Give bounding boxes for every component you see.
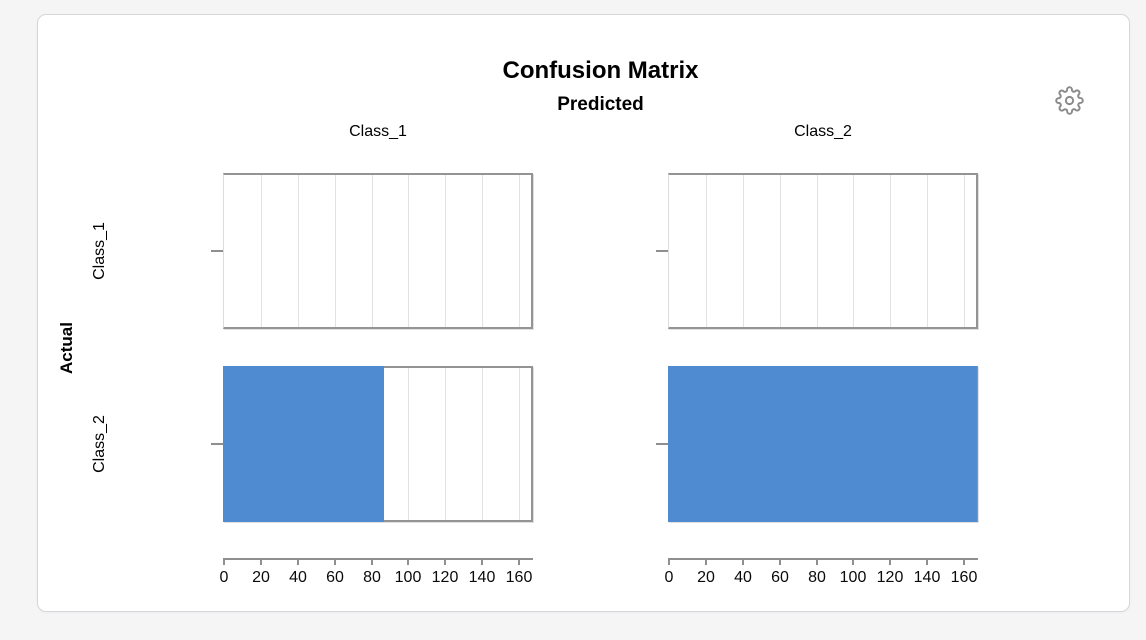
facet-panel-Class_1-Class_1 xyxy=(223,173,533,329)
panel-gridline xyxy=(853,175,854,327)
x-axis-tick-label: 80 xyxy=(808,569,826,586)
facet-column-label-class-1: Class_1 xyxy=(349,123,407,140)
panel-gridline xyxy=(445,368,446,520)
x-axis-tick-label: 160 xyxy=(950,569,978,586)
x-axis-tick-label: 140 xyxy=(468,569,496,586)
x-axis-tick xyxy=(926,558,928,565)
panel-gridline xyxy=(743,175,744,327)
panel-gridline xyxy=(408,368,409,520)
x-axis-line xyxy=(668,558,978,560)
x-axis-tick xyxy=(481,558,483,565)
gear-icon xyxy=(1055,85,1084,115)
x-axis-tick-label: 40 xyxy=(734,569,752,586)
panel-gridline xyxy=(335,175,336,327)
facet-grid: 0 20 40 60 80 100 120 140 160 0 20 40 60 80 100 120 140 1… xyxy=(38,15,1129,611)
panel-gridline xyxy=(519,368,520,520)
x-axis-tick xyxy=(668,558,670,565)
panel-gridline xyxy=(482,368,483,520)
y-axis-tick xyxy=(656,250,668,252)
panel-gridline xyxy=(298,175,299,327)
x-axis-tick xyxy=(518,558,520,565)
x-axis-tick xyxy=(889,558,891,565)
x-axis-tick xyxy=(260,558,262,565)
settings-button[interactable] xyxy=(1054,84,1086,116)
panel-gridline xyxy=(482,175,483,327)
panel-gridline xyxy=(706,175,707,327)
x-axis-tick-label: 100 xyxy=(394,569,422,586)
x-axis-tick-label: 80 xyxy=(363,569,381,586)
x-axis-tick-label: 140 xyxy=(913,569,941,586)
x-axis-tick xyxy=(963,558,965,565)
y-axis-tick xyxy=(211,443,223,445)
x-axis-tick xyxy=(779,558,781,565)
x-axis-tick xyxy=(444,558,446,565)
panel-gridline xyxy=(261,175,262,327)
chart-title: Confusion Matrix xyxy=(502,57,699,84)
x-axis-tick-label: 120 xyxy=(431,569,459,586)
panel-gridline xyxy=(890,175,891,327)
panel-gridline xyxy=(445,175,446,327)
confusion-bar[interactable] xyxy=(668,366,977,522)
x-axis-tick-label: 0 xyxy=(664,569,674,586)
panel-gridline xyxy=(780,175,781,327)
y-axis-tick xyxy=(656,443,668,445)
facet-panel-Class_1-Class_2 xyxy=(668,173,978,329)
x-axis-tick-label: 40 xyxy=(289,569,307,586)
x-axis-tick-label: 60 xyxy=(326,569,344,586)
x-axis-tick-label: 20 xyxy=(252,569,270,586)
x-axis-tick xyxy=(742,558,744,565)
x-axis-tick xyxy=(297,558,299,565)
chart-card: Confusion Matrix Predicted Class_1 Class… xyxy=(37,14,1130,612)
panel-gridline xyxy=(817,175,818,327)
confusion-bar[interactable] xyxy=(223,366,384,522)
facet-panel-Class_2-Class_1 xyxy=(223,366,533,522)
x-axis-tick-label: 60 xyxy=(771,569,789,586)
x-axis-tick xyxy=(334,558,336,565)
x-axis-line xyxy=(223,558,533,560)
panel-gridline xyxy=(372,175,373,327)
x-axis-tick xyxy=(852,558,854,565)
predicted-facet-title: Predicted xyxy=(557,94,644,115)
x-axis-tick-label: 0 xyxy=(219,569,229,586)
y-axis-tick xyxy=(211,250,223,252)
x-axis-tick xyxy=(371,558,373,565)
facet-panel-Class_2-Class_2 xyxy=(668,366,978,522)
x-axis-tick-label: 100 xyxy=(839,569,867,586)
x-axis-tick-label: 120 xyxy=(876,569,904,586)
x-axis-tick xyxy=(705,558,707,565)
x-axis-tick xyxy=(223,558,225,565)
x-axis-tick-label: 20 xyxy=(697,569,715,586)
x-axis-tick xyxy=(407,558,409,565)
panel-gridline xyxy=(519,175,520,327)
panel-gridline xyxy=(408,175,409,327)
x-axis-tick xyxy=(816,558,818,565)
facet-column-label-class-2: Class_2 xyxy=(794,123,852,140)
panel-gridline xyxy=(964,175,965,327)
panel-gridline xyxy=(927,175,928,327)
x-axis-tick-label: 160 xyxy=(505,569,533,586)
